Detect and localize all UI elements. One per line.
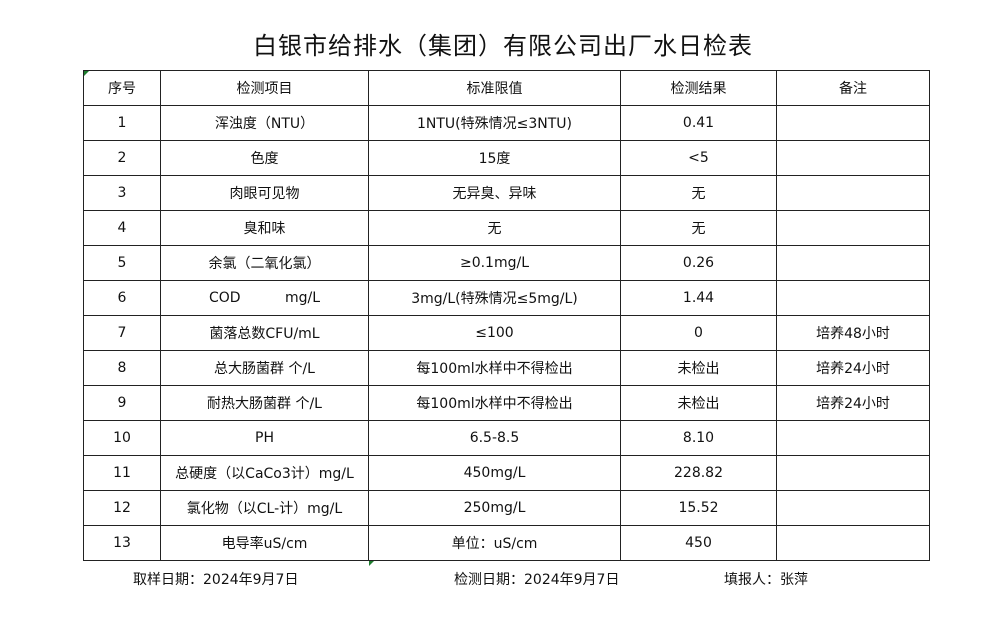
table-cell[interactable]: 总硬度（以CaCo3计）mg/L [160, 455, 369, 491]
table-cell[interactable]: 单位：uS/cm [368, 525, 621, 561]
table-cell[interactable]: 每100ml水样中不得检出 [368, 385, 621, 421]
table-cell[interactable]: 1.44 [620, 280, 777, 316]
table-cell[interactable]: 无 [368, 210, 621, 246]
table-cell[interactable]: 培养48小时 [776, 315, 930, 351]
table-cell[interactable] [776, 490, 930, 526]
table-cell[interactable]: <5 [620, 140, 777, 176]
table-cell[interactable] [776, 175, 930, 211]
table-row: 3 肉眼可见物 无异臭、异味无 [83, 175, 930, 211]
table-cell[interactable] [776, 420, 930, 456]
table-row: 5 余氯（二氧化氯） ≥0.1mg/L 0.26 [83, 245, 930, 281]
table-cell[interactable]: 氯化物（以CL-计）mg/L [160, 490, 369, 526]
table-cell[interactable] [776, 280, 930, 316]
header-row: 序号 检测项目 标准限值 检测结果 备注 [83, 70, 930, 106]
table-cell[interactable]: 4 [83, 210, 161, 246]
header-cell[interactable]: 标准限值 [368, 70, 621, 106]
table-cell[interactable]: 色度 [160, 140, 369, 176]
table-cell[interactable] [776, 525, 930, 561]
table-cell[interactable]: 培养24小时 [776, 350, 930, 386]
table-cell[interactable]: 2 [83, 140, 161, 176]
table-cell[interactable]: 0 [620, 315, 777, 351]
table-cell[interactable]: ≤100 [368, 315, 621, 351]
table-cell[interactable]: 11 [83, 455, 161, 491]
table-cell[interactable]: 电导率uS/cm [160, 525, 369, 561]
table-cell[interactable]: 15度 [368, 140, 621, 176]
table-cell[interactable]: 培养24小时 [776, 385, 930, 421]
table-cell[interactable]: 9 [83, 385, 161, 421]
table-row: 10 PH 6.5-8.5 8.10 [83, 420, 930, 456]
table-cell[interactable]: 1 [83, 105, 161, 141]
table-row: 4 臭和味无无 [83, 210, 930, 246]
table-cell[interactable]: 无 [620, 175, 777, 211]
table-cell[interactable]: 余氯（二氧化氯） [160, 245, 369, 281]
table-cell[interactable]: 未检出 [620, 385, 777, 421]
table-row: 12 氯化物（以CL-计）mg/L 250mg/L 15.52 [83, 490, 930, 526]
table-cell[interactable]: 3 [83, 175, 161, 211]
table-cell[interactable]: 7 [83, 315, 161, 351]
table-row: 7 菌落总数CFU/mL ≤100 0 培养48小时 [83, 315, 930, 351]
table-cell[interactable]: 0.41 [620, 105, 777, 141]
inspection-table: 序号 检测项目 标准限值 检测结果 备注 1 浑浊度（NTU） 1NTU(特殊情况≤… [83, 70, 930, 561]
header-cell[interactable]: 检测项目 [160, 70, 369, 106]
table-cell[interactable]: 10 [83, 420, 161, 456]
table-cell[interactable]: 228.82 [620, 455, 777, 491]
table-cell[interactable]: 无异臭、异味 [368, 175, 621, 211]
table-row: 6 COD mg/L 3mg/L(特殊情况≤5mg/L) 1.44 [83, 280, 930, 316]
table-cell[interactable]: 臭和味 [160, 210, 369, 246]
table-cell[interactable]: 耐热大肠菌群 个/L [160, 385, 369, 421]
table-cell[interactable]: 8.10 [620, 420, 777, 456]
table-row: 2 色度 15度 <5 [83, 140, 930, 176]
table-row: 1 浑浊度（NTU） 1NTU(特殊情况≤3NTU) 0.41 [83, 105, 930, 141]
table-cell[interactable]: 13 [83, 525, 161, 561]
table-cell[interactable]: 6 [83, 280, 161, 316]
table-cell[interactable]: 12 [83, 490, 161, 526]
table-cell[interactable]: 1NTU(特殊情况≤3NTU) [368, 105, 621, 141]
table-cell[interactable] [776, 210, 930, 246]
table-cell[interactable]: ≥0.1mg/L [368, 245, 621, 281]
table-cell[interactable]: 5 [83, 245, 161, 281]
table-cell[interactable]: 0.26 [620, 245, 777, 281]
page-title: 白银市给排水（集团）有限公司出厂水日检表 [253, 32, 753, 60]
table-cell[interactable]: COD mg/L [160, 280, 369, 316]
header-cell[interactable]: 备注 [776, 70, 930, 106]
table-cell[interactable] [776, 140, 930, 176]
test-date: 检测日期：2024年9月7日 [454, 572, 620, 588]
table-cell[interactable]: 450 [620, 525, 777, 561]
table-cell[interactable]: 3mg/L(特殊情况≤5mg/L) [368, 280, 621, 316]
table-cell[interactable]: 未检出 [620, 350, 777, 386]
table-cell[interactable]: 6.5-8.5 [368, 420, 621, 456]
table-cell[interactable]: 浑浊度（NTU） [160, 105, 369, 141]
table-cell[interactable]: 15.52 [620, 490, 777, 526]
table-cell[interactable]: 450mg/L [368, 455, 621, 491]
table-cell[interactable]: 每100ml水样中不得检出 [368, 350, 621, 386]
header-cell[interactable]: 检测结果 [620, 70, 777, 106]
table-row: 11 总硬度（以CaCo3计）mg/L 450mg/L 228.82 [83, 455, 930, 491]
header-cell[interactable]: 序号 [83, 70, 161, 106]
table-cell[interactable]: PH [160, 420, 369, 456]
table-row: 9 耐热大肠菌群 个/L 每100ml水样中不得检出 未检出 培养24小时 [83, 385, 930, 421]
table-cell[interactable] [776, 105, 930, 141]
table-cell[interactable]: 250mg/L [368, 490, 621, 526]
sample-date: 取样日期：2024年9月7日 [133, 572, 299, 588]
table-cell[interactable]: 肉眼可见物 [160, 175, 369, 211]
table-cell[interactable]: 无 [620, 210, 777, 246]
cell-marker-icon [369, 561, 374, 566]
table-row: 13 电导率uS/cm 单位：uS/cm 450 [83, 525, 930, 561]
reporter: 填报人：张萍 [724, 572, 808, 588]
table-cell[interactable] [776, 455, 930, 491]
table-cell[interactable] [776, 245, 930, 281]
table-cell[interactable]: 8 [83, 350, 161, 386]
table-cell[interactable]: 菌落总数CFU/mL [160, 315, 369, 351]
table-row: 8 总大肠菌群 个/L 每100ml水样中不得检出 未检出 培养24小时 [83, 350, 930, 386]
table-cell[interactable]: 总大肠菌群 个/L [160, 350, 369, 386]
